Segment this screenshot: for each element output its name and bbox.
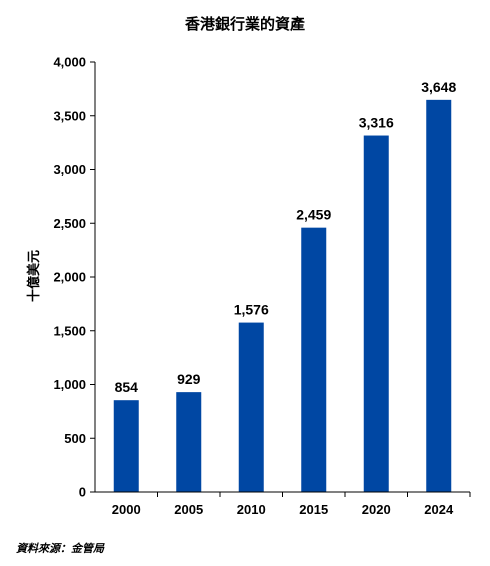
y-tick-label: 2,500 <box>53 216 86 231</box>
bars: 854 929 1,576 2,459 3,316 3,648 <box>113 79 456 492</box>
bar <box>426 99 452 492</box>
bar <box>363 135 389 492</box>
x-tick-label: 2010 <box>237 502 266 517</box>
data-label: 3,316 <box>359 115 394 131</box>
y-tick-label: 4,000 <box>53 55 86 70</box>
y-tick-label: 0 <box>79 485 86 500</box>
data-label: 929 <box>177 371 201 387</box>
x-tick-label: 2015 <box>299 502 328 517</box>
y-tick-label: 500 <box>64 431 86 446</box>
x-tick-label: 2000 <box>112 502 141 517</box>
y-tick-label: 1,000 <box>53 377 86 392</box>
y-tick-label: 1,500 <box>53 323 86 338</box>
source-note: 資料來源：金管局 <box>16 542 104 555</box>
y-tick-label: 2,000 <box>53 270 86 285</box>
x-tick-label: 2005 <box>174 502 203 517</box>
bar <box>113 400 139 492</box>
y-axis: 0 500 1,000 1,500 2,000 2,500 3,000 3,500 4,000 <box>53 55 96 500</box>
bar <box>238 322 264 492</box>
bar <box>301 227 327 492</box>
y-axis-label: 十億美元 <box>26 250 42 302</box>
data-label: 3,648 <box>421 79 456 95</box>
x-axis: 2000 2005 2010 2015 2020 2024 <box>95 491 471 517</box>
y-tick-label: 3,000 <box>53 162 86 177</box>
x-tick-label: 2024 <box>424 502 454 517</box>
bar <box>176 392 202 492</box>
data-label: 2,459 <box>296 207 331 223</box>
x-tick-label: 2020 <box>362 502 391 517</box>
data-label: 1,576 <box>234 302 269 318</box>
y-tick-label: 3,500 <box>53 108 86 123</box>
data-label: 854 <box>115 379 139 395</box>
chart-title: 香港銀行業的資產 <box>185 15 305 33</box>
